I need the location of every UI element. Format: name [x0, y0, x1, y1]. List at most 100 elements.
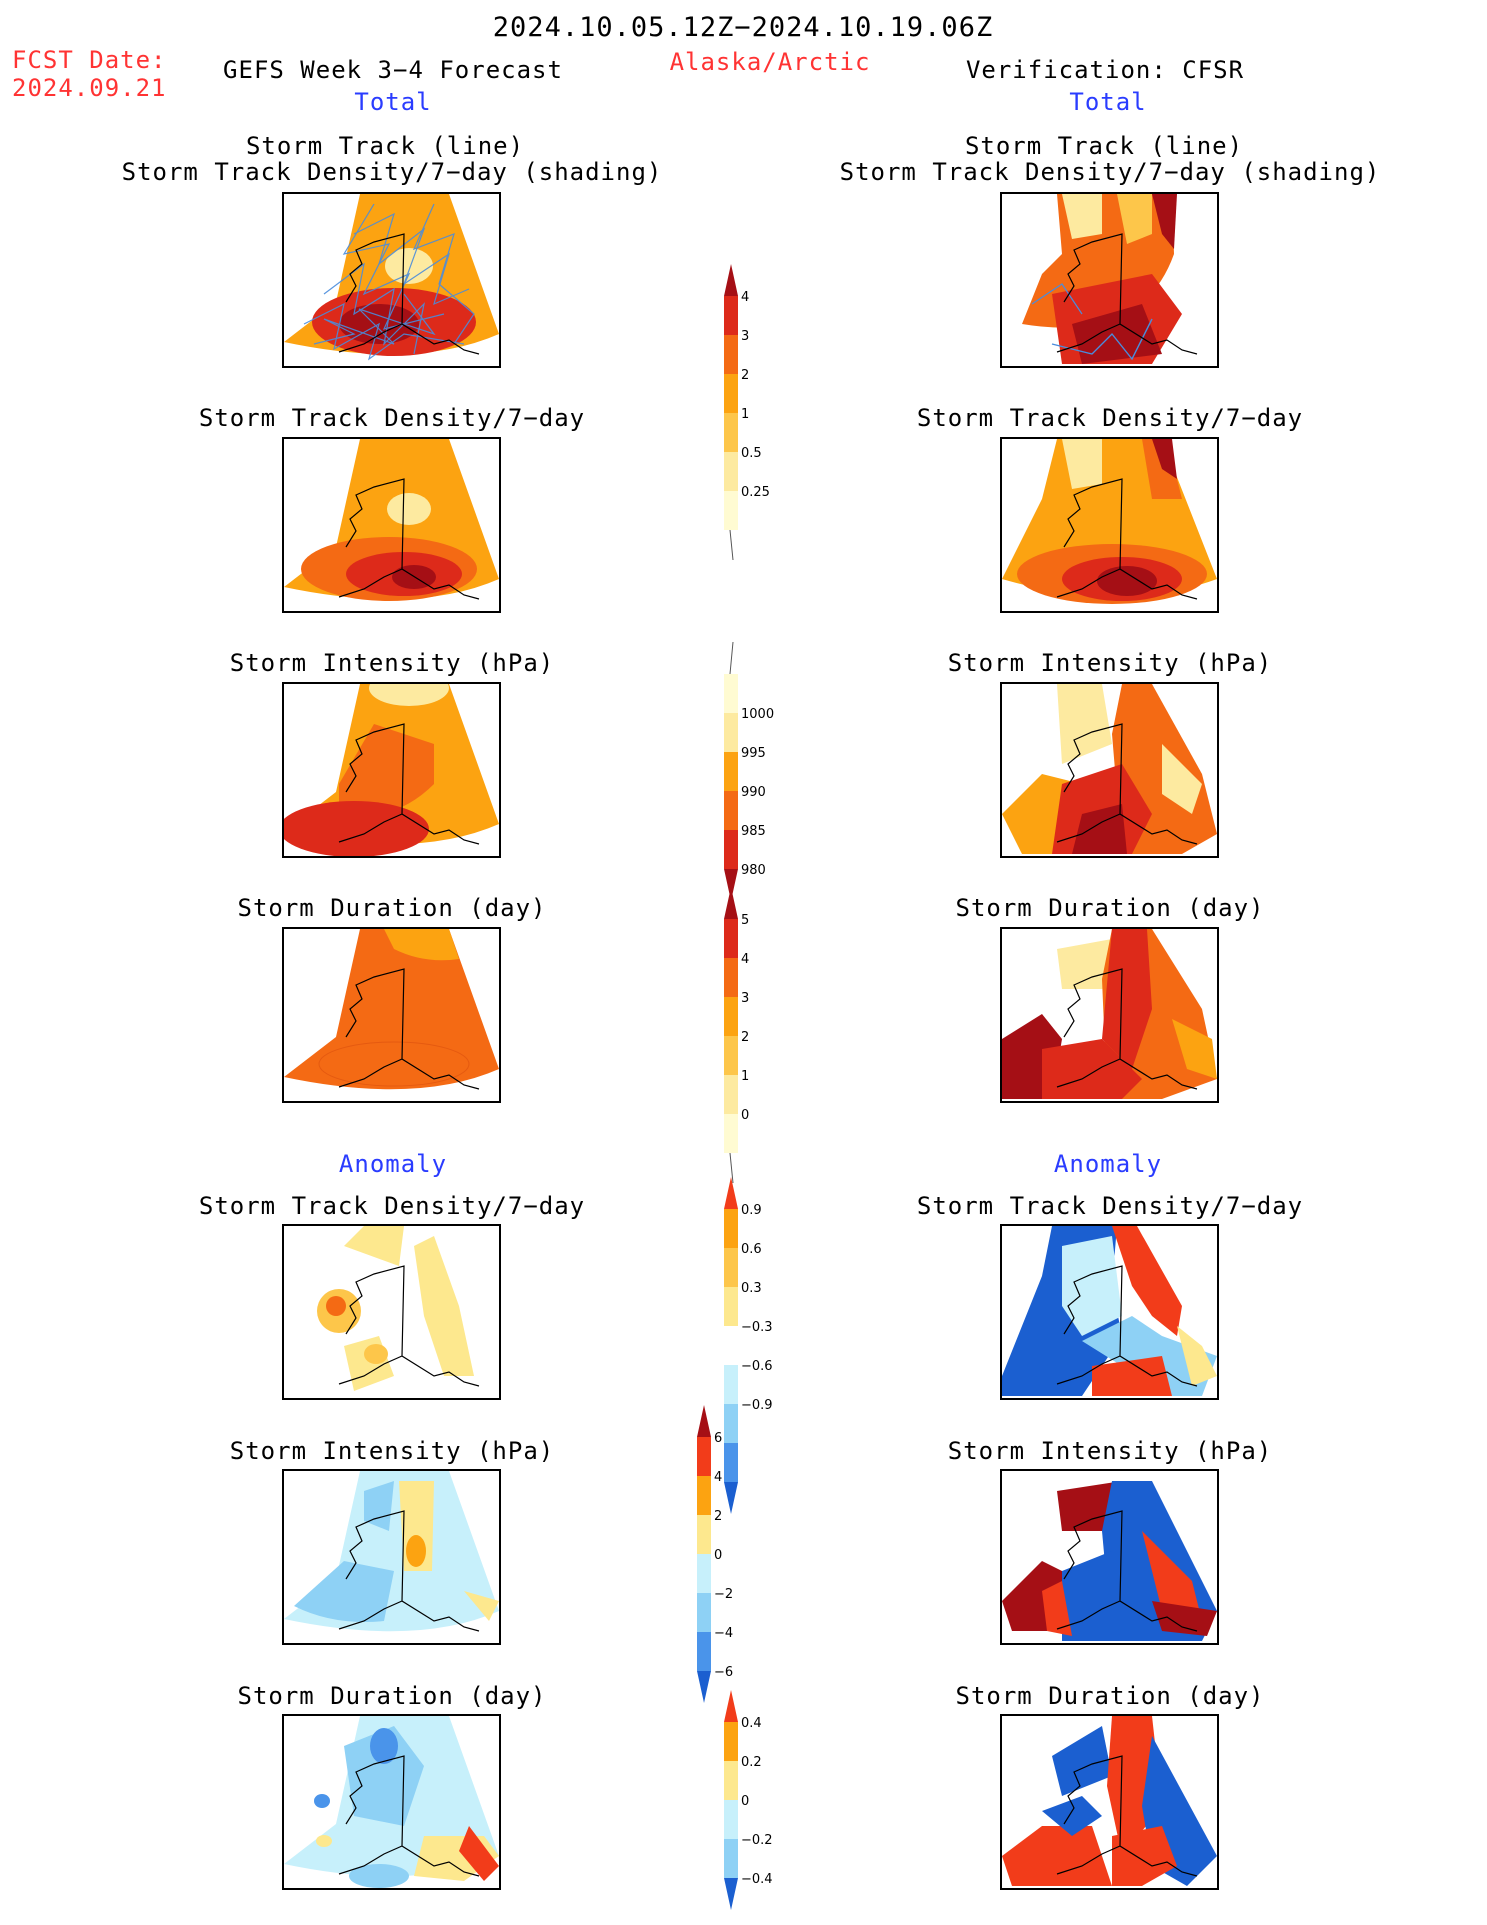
- colorbar-duration_anom-swatch: [724, 1800, 738, 1839]
- colorbar-density-swatch: [724, 374, 738, 413]
- colorbar-intensity_anom-swatch: [697, 1437, 711, 1476]
- colorbar-intensity_anom-swatch: [697, 1593, 711, 1632]
- colorbar-density_anom-swatch: [724, 1443, 738, 1482]
- right-intensity-anom-map: [1000, 1469, 1219, 1645]
- colorbar-intensity_anom-swatch: [697, 1554, 711, 1593]
- colorbar-duration-open-end: [729, 1152, 734, 1184]
- colorbar-density_anom-tick-label: 0.3: [741, 1281, 762, 1296]
- colorbar-duration_anom-swatch: [724, 1878, 738, 1910]
- colorbar-density_anom-tick-label: 0.6: [741, 1242, 762, 1257]
- colorbar-intensity-anomaly-svg: 6 4 2 0 −2 −4 −6: [697, 1405, 733, 1703]
- colorbar-duration-tick-label: 0: [741, 1108, 749, 1123]
- colorbar-duration-swatch: [724, 887, 738, 919]
- left-density-title: Storm Track Density/7−day: [198, 404, 586, 432]
- colorbar-intensity-svg: 1000 995 990 985 980: [724, 641, 774, 901]
- right-duration-map: [1000, 927, 1219, 1103]
- left-intensity-title: Storm Intensity (hPa): [229, 649, 555, 677]
- colorbar-density-swatch: [724, 264, 738, 296]
- colorbar-intensity_anom-swatch: [697, 1476, 711, 1515]
- colorbar-intensity-swatch: [724, 713, 738, 752]
- colorbar-intensity_anom-swatch: [697, 1671, 711, 1703]
- colorbar-density_anom-swatch: [724, 1482, 738, 1514]
- colorbar-duration-swatch: [724, 1114, 738, 1153]
- colorbar-duration-svg: 5 4 3 2 1 0: [724, 887, 749, 1184]
- colorbar-duration-swatch: [724, 997, 738, 1036]
- colorbar-duration-tick-label: 2: [741, 1030, 749, 1045]
- colorbar-duration_anom-tick-label: −0.2: [741, 1833, 773, 1848]
- left-duration-anom-map: [282, 1714, 501, 1890]
- right-track-map: [1000, 192, 1219, 368]
- colorbar-duration: 5 4 3 2 1 0: [722, 887, 792, 1184]
- colorbar-intensity_anom-tick-label: 4: [714, 1470, 722, 1485]
- colorbar-density_anom-swatch: [724, 1326, 738, 1365]
- colorbar-density_anom-swatch: [724, 1248, 738, 1287]
- section-anomaly-left: Anomaly: [338, 1150, 448, 1178]
- colorbar-duration-tick-label: 3: [741, 991, 749, 1006]
- colorbar-density-tick-label: 1: [741, 407, 749, 422]
- left-density-map: [282, 437, 501, 613]
- colorbar-duration-swatch: [724, 1075, 738, 1114]
- region-title: Alaska/Arctic: [669, 48, 871, 76]
- colorbar-intensity_anom-tick-label: 2: [714, 1509, 722, 1524]
- colorbar-duration_anom-tick-label: 0.2: [741, 1755, 762, 1770]
- colorbar-intensity_anom-swatch: [697, 1632, 711, 1671]
- colorbar-density-open-end: [729, 529, 734, 561]
- colorbar-density_anom-tick-label: −0.3: [741, 1320, 773, 1335]
- colorbar-intensity-swatch: [724, 791, 738, 830]
- colorbar-intensity_anom-swatch: [697, 1515, 711, 1554]
- right-density-title: Storm Track Density/7−day: [916, 404, 1304, 432]
- left-duration-anom-title: Storm Duration (day): [237, 1682, 547, 1710]
- colorbar-duration_anom-tick-label: 0.4: [741, 1716, 762, 1731]
- colorbar-duration_anom-swatch: [724, 1839, 738, 1878]
- colorbar-intensity-swatch: [724, 752, 738, 791]
- fcst-date-label: FCST Date:: [12, 46, 167, 74]
- colorbar-intensity-tick-label: 990: [741, 785, 766, 800]
- left-density-anom-title: Storm Track Density/7−day: [198, 1192, 586, 1220]
- right-intensity-anom-title: Storm Intensity (hPa): [947, 1437, 1273, 1465]
- colorbar-intensity_anom-tick-label: 6: [714, 1431, 722, 1446]
- colorbar-density_anom-tick-label: −0.9: [741, 1398, 773, 1413]
- colorbar-density-swatch: [724, 491, 738, 530]
- model-title: GEFS Week 3−4 Forecast: [223, 56, 563, 84]
- section-anomaly-right: Anomaly: [1053, 1150, 1163, 1178]
- colorbar-intensity-tick-label: 995: [741, 746, 766, 761]
- colorbar-density_anom-swatch: [724, 1404, 738, 1443]
- right-density-map: [1000, 437, 1219, 613]
- colorbar-intensity-swatch: [724, 830, 738, 869]
- colorbar-density_anom-swatch: [724, 1177, 738, 1209]
- colorbar-density-tick-label: 0.25: [741, 485, 770, 500]
- colorbar-duration-tick-label: 1: [741, 1069, 749, 1084]
- colorbar-intensity-anomaly: 6 4 2 0 −2 −4 −6: [695, 1405, 765, 1715]
- fcst-date-value: 2024.09.21: [12, 74, 167, 102]
- right-duration-anom-map: [1000, 1714, 1219, 1890]
- verification-title: Verification: CFSR: [965, 56, 1245, 84]
- colorbar-density_anom-tick-label: −0.6: [741, 1359, 773, 1374]
- left-track-map: [282, 192, 501, 368]
- colorbar-density-svg: 4 3 2 1 0.5 0.25: [724, 264, 770, 561]
- colorbar-density-tick-label: 2: [741, 368, 749, 383]
- colorbar-density-tick-label: 3: [741, 329, 749, 344]
- right-duration-title: Storm Duration (day): [955, 894, 1265, 922]
- colorbar-duration_anom-tick-label: 0: [741, 1794, 749, 1809]
- colorbar-intensity: 1000 995 990 985 980: [722, 641, 792, 901]
- colorbar-duration-swatch: [724, 1036, 738, 1075]
- colorbar-density-swatch: [724, 335, 738, 374]
- colorbar-density-anomaly: 0.9 0.6 0.3 −0.3 −0.6 −0.9: [722, 1177, 792, 1514]
- colorbar-duration-anomaly: 0.4 0.2 0 −0.2 −0.4: [722, 1690, 792, 1920]
- colorbar-intensity_anom-swatch: [697, 1405, 711, 1437]
- colorbar-density-swatch: [724, 413, 738, 452]
- colorbar-duration-swatch: [724, 919, 738, 958]
- colorbar-intensity-swatch: [724, 674, 738, 713]
- colorbar-intensity-tick-label: 980: [741, 863, 766, 878]
- colorbar-duration_anom-swatch: [724, 1761, 738, 1800]
- colorbar-intensity-swatch: [724, 869, 738, 901]
- section-total-right: Total: [1069, 88, 1147, 116]
- right-duration-anom-title: Storm Duration (day): [955, 1682, 1265, 1710]
- right-track-shading-title: Storm Track Density/7−day (shading): [839, 158, 1381, 186]
- right-intensity-map: [1000, 682, 1219, 858]
- colorbar-density-tick-label: 0.5: [741, 446, 762, 461]
- colorbar-density-swatch: [724, 296, 738, 335]
- colorbar-intensity_anom-tick-label: −2: [714, 1587, 733, 1602]
- left-track-line-title: Storm Track (line): [245, 132, 525, 160]
- colorbar-intensity-tick-label: 985: [741, 824, 766, 839]
